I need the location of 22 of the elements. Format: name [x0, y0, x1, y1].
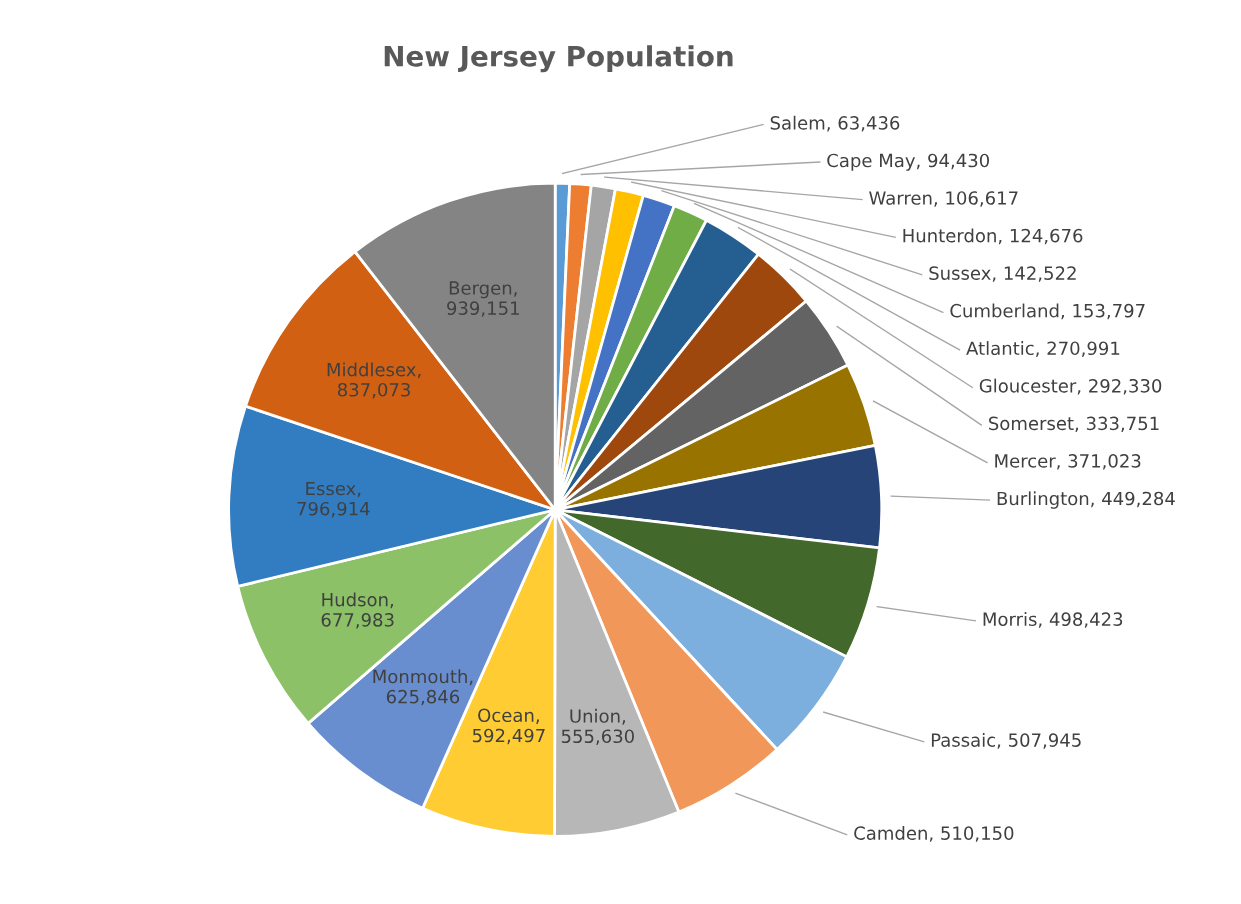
slice-label: Mercer, 371,023 — [995, 454, 1141, 470]
slice-label: Morris, 498,423 — [983, 612, 1123, 628]
slice-label: Cumberland, 153,797 — [950, 303, 1145, 320]
slice-label: Salem, 63,436 — [770, 115, 900, 132]
slice-label: Gloucester, 292,330 — [979, 378, 1162, 395]
slice-label: Middlesex, 837,073 — [327, 362, 421, 399]
slice-label: Passaic, 507,945 — [931, 732, 1081, 749]
slice-label: Monmouth, 625,846 — [373, 669, 473, 706]
slice-label: Hunterdon, 124,676 — [903, 228, 1083, 245]
slice-label: Camden, 510,150 — [854, 825, 1014, 842]
slice-label: Ocean, 592,497 — [472, 708, 545, 745]
slice-label: Essex, 796,914 — [297, 481, 370, 518]
slice-label: Union, 555,630 — [561, 708, 634, 745]
slice-label: Atlantic, 270,991 — [966, 341, 1120, 357]
slice-label: Burlington, 449,284 — [997, 491, 1175, 509]
slice-label: Somerset, 333,751 — [989, 416, 1159, 433]
slice-label: Cape May, 94,430 — [827, 153, 990, 171]
chart-title: New Jersey Population — [384, 45, 733, 73]
slice-label: Bergen, 939,151 — [447, 281, 519, 317]
slice-label: Hudson, 677,983 — [321, 592, 394, 629]
slice-label: Sussex, 142,522 — [929, 266, 1076, 282]
slice-label: Warren, 106,617 — [869, 191, 1018, 207]
